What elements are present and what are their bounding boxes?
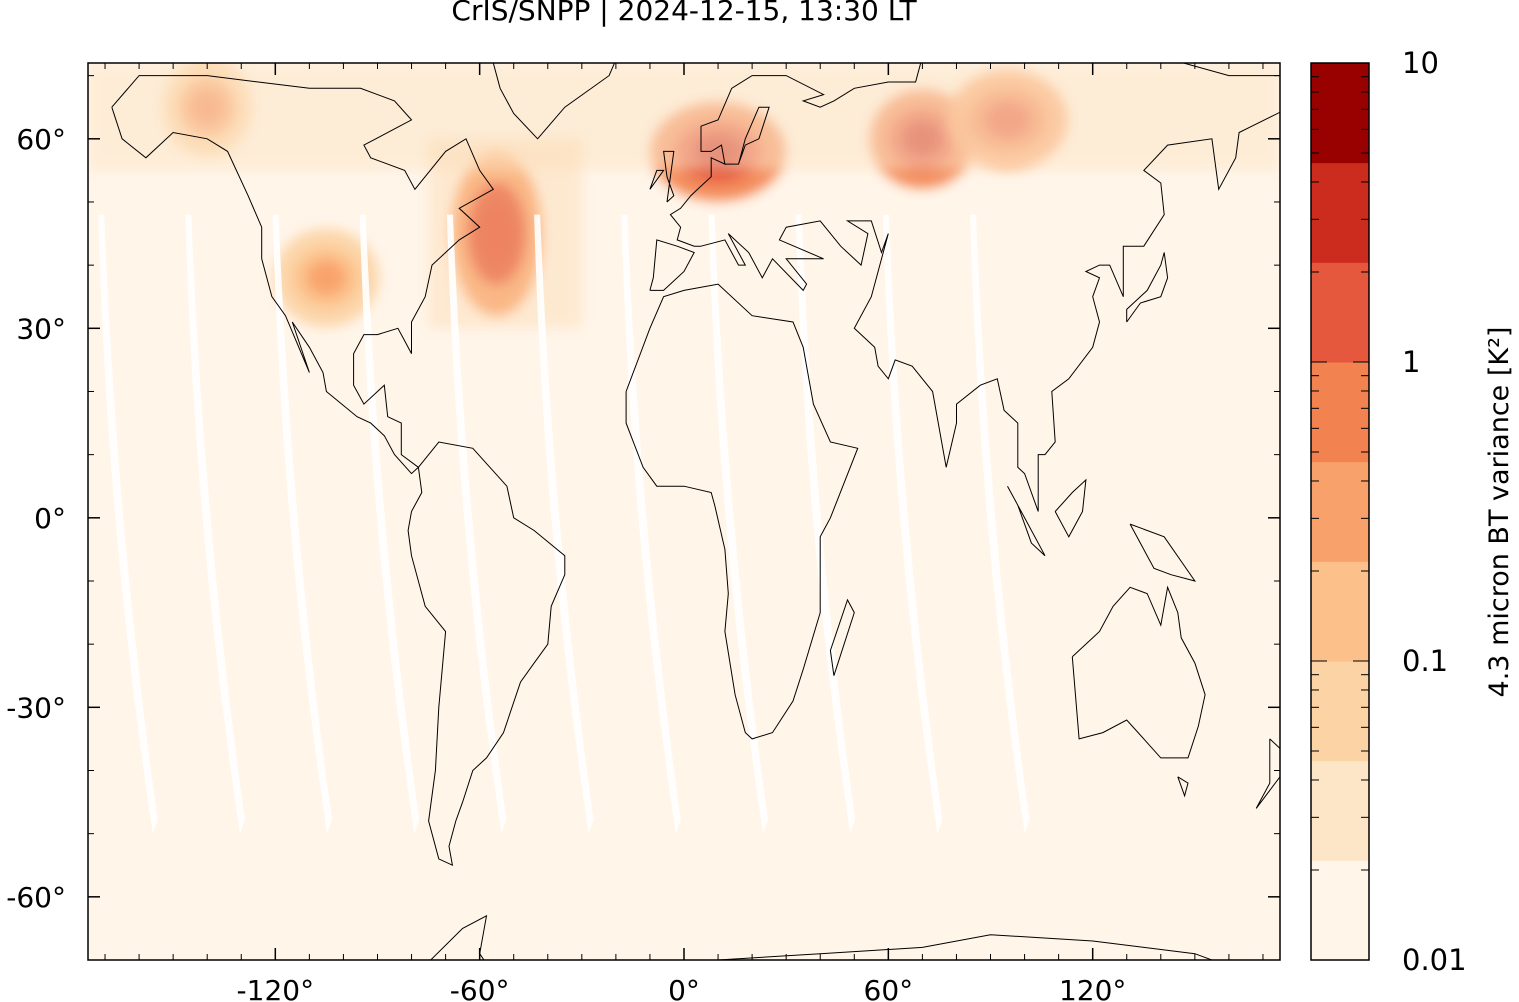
colorbar: 10 1 0.1 0.01 4.3 micron BT variance [K²] <box>1310 46 1515 977</box>
colorbar-tick-label: 0.1 <box>1402 644 1448 678</box>
swath-gap <box>272 214 333 834</box>
x-tick-label: -60° <box>450 974 510 1002</box>
swath-gap <box>185 214 245 834</box>
y-tick-label: 60° <box>16 123 66 156</box>
x-tick-label: 0° <box>668 974 700 1002</box>
colorbar-title: 4.3 micron BT variance [K²] <box>1484 327 1515 698</box>
coastline <box>429 914 1214 960</box>
swath-gap <box>882 214 943 834</box>
colorbar-tick-label: 0.01 <box>1402 943 1467 977</box>
coastline <box>669 63 1280 512</box>
x-tick-label: 120° <box>1059 974 1126 1002</box>
coastline <box>1126 252 1169 323</box>
map-area: -120° -60° 0° 60° 120° 60° 30° 0° -30° -60° <box>6 62 1281 1002</box>
minor-ticks <box>88 63 1280 961</box>
colorbar-tick-labels: 10 1 0.1 0.01 <box>1402 46 1467 977</box>
swath-gap <box>708 214 769 834</box>
coastline <box>649 169 665 190</box>
coastlines <box>111 63 1280 960</box>
coastline <box>1255 738 1280 809</box>
coastline <box>724 106 770 165</box>
colorbar-frame <box>1310 62 1370 961</box>
swath-gap <box>621 214 681 834</box>
coastline <box>492 63 616 140</box>
y-tick-label: 0° <box>34 502 66 535</box>
map-background <box>88 63 1280 960</box>
y-tick-label: -60° <box>6 881 66 914</box>
coastline <box>111 75 495 475</box>
x-tick-label: -120° <box>237 974 315 1002</box>
swath-gap <box>795 214 856 834</box>
colorbar-level <box>1311 63 1369 164</box>
coastline <box>1054 478 1087 538</box>
coastline <box>1071 585 1206 759</box>
variance-field <box>88 63 1280 329</box>
coastline <box>1007 485 1046 557</box>
colorbar-level <box>1311 162 1369 263</box>
chart-title: CrIS/SNPP | 2024-12-15, 13:30 LT <box>451 0 917 27</box>
coastline <box>663 150 675 203</box>
y-tick-label: 30° <box>16 312 66 345</box>
colorbar-level <box>1311 262 1369 363</box>
coastline <box>1177 776 1189 798</box>
swath-gap <box>446 214 507 834</box>
coastline <box>625 283 859 740</box>
colorbar-level <box>1311 461 1369 562</box>
swath-gap <box>970 214 1030 834</box>
coastline <box>649 239 695 291</box>
colorbar-level <box>1311 860 1369 961</box>
y-tick-label: -30° <box>6 691 66 724</box>
colorbar-tick-label: 10 <box>1402 46 1439 80</box>
colorbar-level <box>1311 362 1369 463</box>
swath-gap <box>98 214 158 834</box>
colorbar-tick-label: 1 <box>1402 345 1420 379</box>
coastline <box>1129 523 1197 582</box>
variance-core <box>307 260 346 295</box>
x-tick-label: 60° <box>864 974 914 1002</box>
tick-labels: -120° -60° 0° 60° 120° 60° 30° 0° -30° -60° <box>6 123 1126 1002</box>
colorbar-levels <box>1311 63 1369 961</box>
coastline <box>407 441 566 867</box>
colorbar-level <box>1311 760 1369 861</box>
swath-gap <box>359 214 420 834</box>
major-ticks <box>88 63 1280 960</box>
colorbar-level <box>1311 661 1369 762</box>
coastline <box>829 598 855 676</box>
colorbar-ticks <box>1311 62 1369 961</box>
high-latitude-band <box>88 63 1280 171</box>
colorbar-level <box>1311 561 1369 662</box>
orbit-gaps <box>98 214 1030 834</box>
swath-gap <box>534 214 594 834</box>
